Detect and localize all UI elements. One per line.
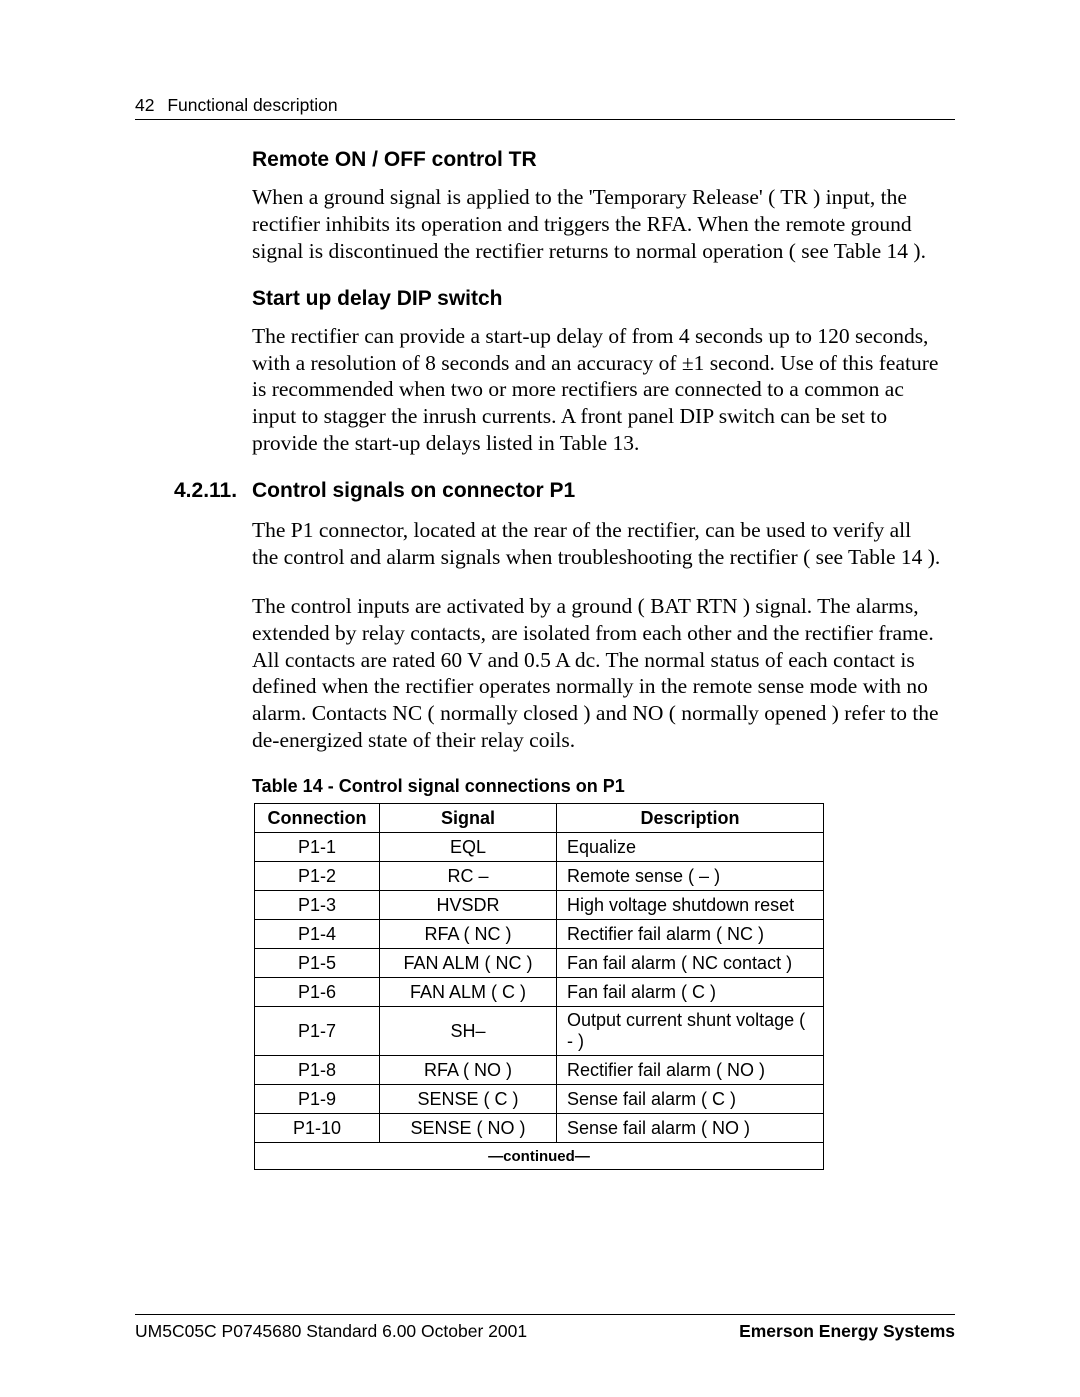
table-row: P1-4 RFA ( NC ) Rectifier fail alarm ( N… [255,920,824,949]
cell-description: Sense fail alarm ( C ) [557,1085,824,1114]
col-header-description: Description [557,804,824,833]
cell-signal: SH– [380,1007,557,1056]
page-number: 42 [135,95,154,115]
table-p1-connections: Connection Signal Description P1-1 EQL E… [254,803,824,1170]
heading-control-signals: Control signals on connector P1 [252,479,575,502]
cell-connection: P1-7 [255,1007,380,1056]
cell-connection: P1-8 [255,1056,380,1085]
section-number: 4.2.11. [174,479,237,503]
cell-signal: SENSE ( NO ) [380,1114,557,1143]
cell-connection: P1-3 [255,891,380,920]
cell-connection: P1-5 [255,949,380,978]
table-caption: Table 14 - Control signal connections on… [252,776,942,797]
heading-remote-on-off: Remote ON / OFF control TR [252,148,942,172]
table-row: P1-3 HVSDR High voltage shutdown reset [255,891,824,920]
table-row: P1-9 SENSE ( C ) Sense fail alarm ( C ) [255,1085,824,1114]
cell-signal: RC – [380,862,557,891]
cell-signal: RFA ( NO ) [380,1056,557,1085]
cell-connection: P1-9 [255,1085,380,1114]
table-row: P1-2 RC – Remote sense ( – ) [255,862,824,891]
cell-connection: P1-1 [255,833,380,862]
cell-description: Sense fail alarm ( NO ) [557,1114,824,1143]
cell-signal: FAN ALM ( C ) [380,978,557,1007]
cell-description: Rectifier fail alarm ( NO ) [557,1056,824,1085]
table-row: P1-1 EQL Equalize [255,833,824,862]
table-row: P1-8 RFA ( NO ) Rectifier fail alarm ( N… [255,1056,824,1085]
heading-startup-delay: Start up delay DIP switch [252,287,942,311]
col-header-signal: Signal [380,804,557,833]
table-row: P1-5 FAN ALM ( NC ) Fan fail alarm ( NC … [255,949,824,978]
running-header: 42 Functional description [135,95,955,120]
table-continued-row: —continued— [255,1143,824,1170]
table-row: P1-10 SENSE ( NO ) Sense fail alarm ( NO… [255,1114,824,1143]
cell-signal: SENSE ( C ) [380,1085,557,1114]
cell-description: Output current shunt voltage ( - ) [557,1007,824,1056]
col-header-connection: Connection [255,804,380,833]
para-startup-delay: The rectifier can provide a start-up del… [252,323,942,457]
page: 42 Functional description Remote ON / OF… [0,0,1080,1397]
table-header-row: Connection Signal Description [255,804,824,833]
para-control-signals-1: The P1 connector, located at the rear of… [252,517,942,571]
cell-connection: P1-4 [255,920,380,949]
cell-signal: HVSDR [380,891,557,920]
footer-right: Emerson Energy Systems [739,1321,955,1342]
cell-connection: P1-6 [255,978,380,1007]
cell-signal: FAN ALM ( NC ) [380,949,557,978]
cell-description: Fan fail alarm ( C ) [557,978,824,1007]
cell-signal: EQL [380,833,557,862]
cell-connection: P1-10 [255,1114,380,1143]
header-title: Functional description [167,95,337,115]
cell-description: High voltage shutdown reset [557,891,824,920]
table-continued: —continued— [255,1143,824,1170]
heading-control-signals-row: 4.2.11. Control signals on connector P1 [252,479,942,503]
cell-description: Remote sense ( – ) [557,862,824,891]
table-row: P1-7 SH– Output current shunt voltage ( … [255,1007,824,1056]
cell-description: Rectifier fail alarm ( NC ) [557,920,824,949]
footer-left: UM5C05C P0745680 Standard 6.00 October 2… [135,1321,527,1342]
cell-description: Equalize [557,833,824,862]
para-control-signals-2: The control inputs are activated by a gr… [252,593,942,754]
content-block: Remote ON / OFF control TR When a ground… [252,140,942,1170]
page-footer: UM5C05C P0745680 Standard 6.00 October 2… [135,1314,955,1342]
cell-signal: RFA ( NC ) [380,920,557,949]
table-row: P1-6 FAN ALM ( C ) Fan fail alarm ( C ) [255,978,824,1007]
para-remote-on-off: When a ground signal is applied to the '… [252,184,942,265]
cell-connection: P1-2 [255,862,380,891]
cell-description: Fan fail alarm ( NC contact ) [557,949,824,978]
